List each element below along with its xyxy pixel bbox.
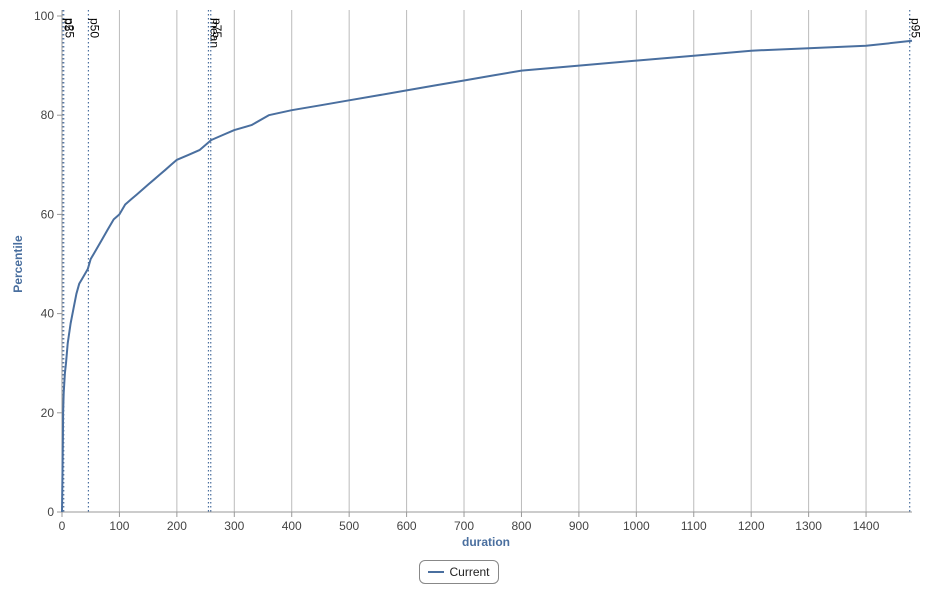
marker-label-mean: mean: [207, 18, 221, 48]
y-tick-label: 0: [47, 505, 54, 519]
marker-label-p5: p5: [62, 18, 76, 32]
x-tick-label: 300: [224, 519, 244, 533]
x-tick-label: 1400: [853, 519, 880, 533]
x-tick-label: 900: [569, 519, 589, 533]
y-tick-label: 20: [41, 406, 55, 420]
x-tick-label: 800: [511, 519, 531, 533]
y-tick-label: 40: [41, 307, 55, 321]
y-tick-label: 60: [41, 207, 55, 221]
x-tick-label: 0: [59, 519, 66, 533]
y-tick-label: 80: [41, 108, 55, 122]
x-tick-label: 500: [339, 519, 359, 533]
x-tick-label: 100: [109, 519, 129, 533]
legend-label: Current: [449, 565, 490, 579]
x-tick-label: 400: [282, 519, 302, 533]
y-axis-title: Percentile: [11, 235, 25, 293]
x-tick-label: 1000: [623, 519, 650, 533]
x-tick-label: 1300: [795, 519, 822, 533]
marker-label-p75: p75: [210, 18, 224, 38]
marker-label-p95: p95: [909, 18, 923, 38]
series-line-current: [61, 39, 913, 513]
legend-item-current[interactable]: Current: [419, 560, 499, 584]
legend-swatch: [428, 571, 445, 573]
x-tick-label: 700: [454, 519, 474, 533]
axes: 0 100 200 300 400 500 600 700 800 900 1000 1100 1200…: [34, 9, 912, 533]
x-tick-label: 1200: [738, 519, 765, 533]
marker-label-p50: p50: [87, 18, 101, 38]
x-tick-label: 600: [397, 519, 417, 533]
y-tick-label: 100: [34, 9, 54, 23]
x-tick-label: 1100: [681, 519, 707, 533]
x-axis-title: duration: [462, 535, 510, 549]
marker-label-p25: p25: [63, 18, 77, 38]
x-tick-label: 200: [167, 519, 187, 533]
series-lines: [61, 39, 913, 513]
grid-lines: [118, 10, 867, 512]
